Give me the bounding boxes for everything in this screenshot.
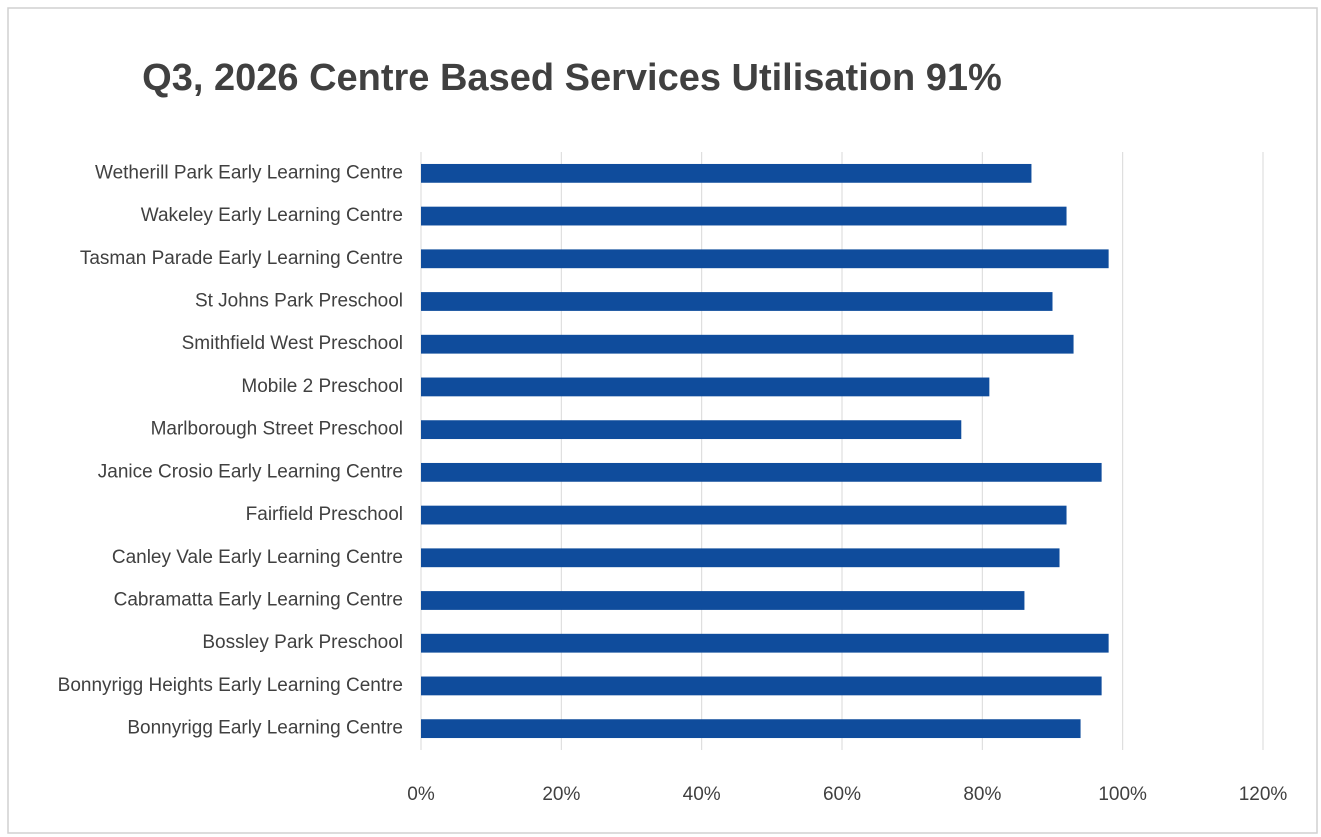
bar (421, 163, 1032, 183)
y-tick-label: Cabramatta Early Learning Centre (114, 590, 403, 611)
y-tick-label: Wetherill Park Early Learning Centre (95, 162, 403, 183)
bar (421, 462, 1102, 482)
bar (421, 249, 1109, 269)
x-tick-label: 20% (542, 784, 580, 805)
y-tick-label: Wakeley Early Learning Centre (141, 205, 403, 226)
y-tick-label: Smithfield West Preschool (182, 333, 403, 354)
bar (421, 719, 1081, 739)
y-tick-label: Marlborough Street Preschool (151, 419, 403, 440)
y-tick-label: Mobile 2 Preschool (241, 376, 403, 397)
bar (421, 548, 1060, 568)
bar (421, 206, 1067, 226)
bar (421, 676, 1102, 696)
bar (421, 633, 1109, 653)
chart-title: Q3, 2026 Centre Based Services Utilisati… (142, 57, 1002, 99)
y-tick-label: Canley Vale Early Learning Centre (112, 547, 403, 568)
y-tick-label: Fairfield Preschool (246, 504, 403, 525)
y-tick-label: Bonnyrigg Early Learning Centre (127, 718, 403, 739)
x-tick-label: 0% (407, 784, 435, 805)
bar (421, 505, 1067, 525)
x-tick-label: 80% (963, 784, 1001, 805)
y-tick-label: St Johns Park Preschool (195, 291, 403, 312)
bar (421, 292, 1053, 311)
y-tick-label: Bonnyrigg Heights Early Learning Centre (58, 675, 403, 696)
x-tick-label: 60% (823, 784, 861, 805)
y-tick-label: Tasman Parade Early Learning Centre (80, 248, 403, 269)
x-tick-label: 100% (1098, 784, 1147, 805)
y-tick-label: Bossley Park Preschool (202, 632, 403, 653)
bar (421, 420, 962, 440)
x-tick-label: 120% (1239, 784, 1288, 805)
y-tick-label: Janice Crosio Early Learning Centre (98, 461, 403, 482)
x-tick-label: 40% (683, 784, 721, 805)
bar (421, 377, 990, 397)
bar (421, 591, 1025, 610)
bar (421, 334, 1074, 354)
